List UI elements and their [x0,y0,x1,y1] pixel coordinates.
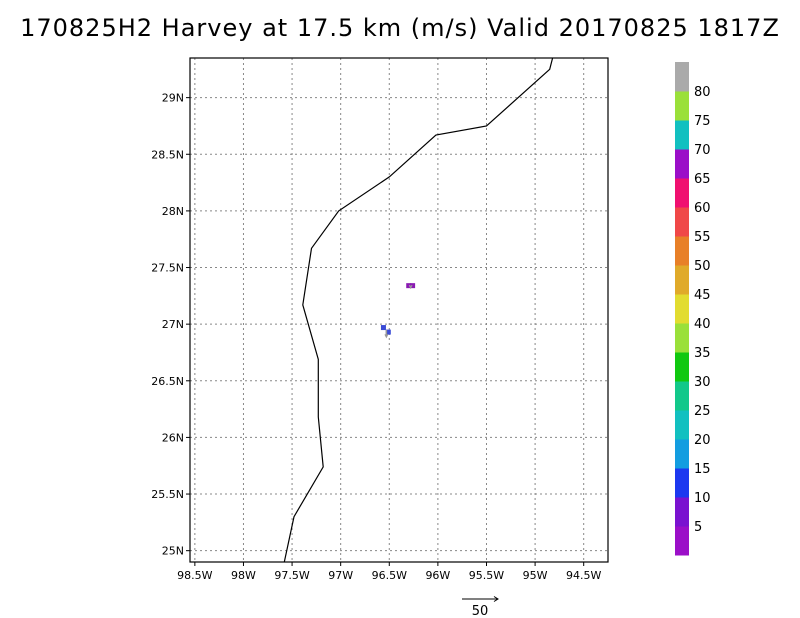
colorbar-segment [675,497,689,527]
colorbar-label: 60 [694,201,711,216]
wind-speed-cell [410,283,416,289]
plot-frame [189,57,609,563]
y-tick-label: 28.5N [151,148,184,161]
colorbar-label: 55 [694,230,711,245]
wind-vectors [384,284,413,339]
wind-speed-cell [380,325,386,331]
wind-speed-cell [406,283,412,289]
x-tick-label: 95.5W [469,569,504,582]
reference-vector: 50 [462,596,499,618]
colorbar-label: 20 [694,433,711,448]
colorbar: 5 10 15 20 25 30 35 40 45 50 55 60 65 70 75 80 [675,62,711,556]
wind-vector-head [384,334,389,339]
colorbar-label: 65 [694,172,711,187]
colorbar-segment [675,439,689,469]
colorbar-label: 40 [694,317,711,332]
chart-title: 170825H2 Harvey at 17.5 km (m/s) Valid 2… [20,14,780,42]
coastline-layer [283,57,554,563]
wind-speed-cells [380,283,416,335]
y-tick-label: 26N [162,431,184,444]
colorbar-segment [675,236,689,266]
colorbar-segment [675,91,689,121]
y-tick-label: 28N [162,205,184,218]
colorbar-segment [675,178,689,208]
y-axis-ticks: 25N 25.5N 26N 26.5N 27N 27.5N 28N 28.5N 29N [151,92,190,558]
y-tick-label: 25N [162,545,184,558]
wind-vector-head [408,284,413,290]
x-tick-label: 96.5W [372,569,407,582]
coastline [283,57,554,563]
wind-speed-cell [385,329,391,335]
x-tick-label: 97.5W [274,569,309,582]
colorbar-label: 25 [694,404,711,419]
colorbar-segment [675,323,689,353]
y-tick-label: 26.5N [151,375,184,388]
x-tick-label: 94.5W [566,569,601,582]
colorbar-segment [675,62,689,92]
colorbar-segment [675,265,689,295]
x-tick-label: 96W [425,569,450,582]
reference-vector-head [493,596,499,602]
colorbar-segment [675,526,689,556]
colorbar-label: 70 [694,143,711,158]
colorbar-label: 80 [694,85,711,100]
colorbar-label: 10 [694,491,711,506]
colorbar-label: 75 [694,114,711,129]
colorbar-label: 35 [694,346,711,361]
y-tick-label: 25.5N [151,488,184,501]
x-tick-label: 95W [523,569,548,582]
y-tick-label: 27.5N [151,262,184,275]
colorbar-label: 15 [694,462,711,477]
colorbar-segment [675,468,689,498]
reference-vector-label: 50 [472,604,489,618]
colorbar-segment [675,149,689,179]
x-axis-ticks: 98.5W 98W 97.5W 97W 96.5W 96W 95.5W 95W 94.5W [177,562,602,582]
colorbar-segment [675,352,689,382]
y-tick-label: 27N [162,318,184,331]
colorbar-label: 45 [694,288,711,303]
y-tick-label: 29N [162,92,184,105]
x-tick-label: 98.5W [177,569,212,582]
grid-lines [190,58,608,562]
colorbar-segment [675,381,689,411]
colorbar-segment [675,207,689,237]
colorbar-label: 50 [694,259,711,274]
x-tick-label: 97W [328,569,353,582]
colorbar-label: 5 [694,520,702,535]
colorbar-segment [675,410,689,440]
colorbar-segment [675,294,689,324]
colorbar-segment [675,120,689,150]
colorbar-label: 30 [694,375,711,390]
x-tick-label: 98W [231,569,256,582]
